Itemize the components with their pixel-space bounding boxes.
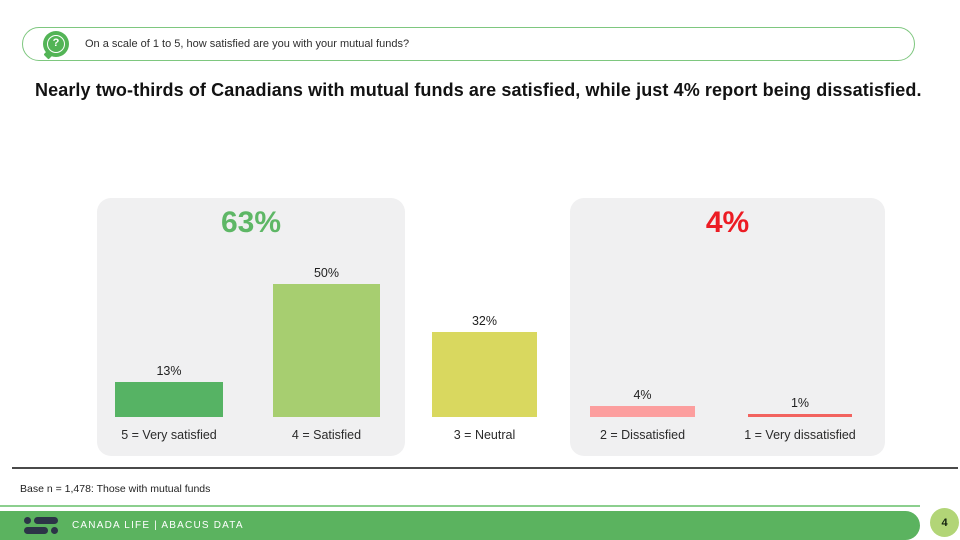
footer-bar: CANADA LIFE | ABACUS DATA <box>0 511 920 540</box>
page-number-badge: 4 <box>930 508 959 537</box>
bar-category-label: 5 = Very satisfied <box>121 428 217 442</box>
bar-value-label: 50% <box>313 266 340 280</box>
footer-accent-line <box>0 505 920 507</box>
headline: Nearly two-thirds of Canadians with mutu… <box>35 80 922 100</box>
bar-category-label: 2 = Dissatisfied <box>599 428 686 442</box>
bar <box>748 414 852 417</box>
brand-text: CANADA LIFE | ABACUS DATA <box>72 520 244 531</box>
bar-value-label: 32% <box>471 313 498 328</box>
dissatisfied-total-label: 4% <box>705 206 750 239</box>
bar-value-label: 4% <box>633 388 652 403</box>
question-banner: ? On a scale of 1 to 5, how satisfied ar… <box>22 27 915 61</box>
satisfied-total-label: 63% <box>220 206 282 239</box>
bar <box>432 331 537 417</box>
divider-line <box>12 467 958 469</box>
bar-value-label: 13% <box>156 364 182 379</box>
bar-category-label: 1 = Very dissatisfied <box>744 428 856 442</box>
bar-value-label: 1% <box>790 396 810 411</box>
base-note: Base n = 1,478: Those with mutual funds <box>20 483 211 495</box>
question-mark-glyph: ? <box>47 35 65 53</box>
question-bubble-icon: ? <box>43 31 69 57</box>
bar <box>590 406 695 417</box>
question-text: On a scale of 1 to 5, how satisfied are … <box>85 38 410 50</box>
bar <box>273 284 380 417</box>
bar-category-label: 3 = Neutral <box>453 428 516 442</box>
abacus-logo-icon <box>24 517 58 534</box>
bar-category-label: 4 = Satisfied <box>291 428 362 442</box>
bar <box>115 382 223 417</box>
